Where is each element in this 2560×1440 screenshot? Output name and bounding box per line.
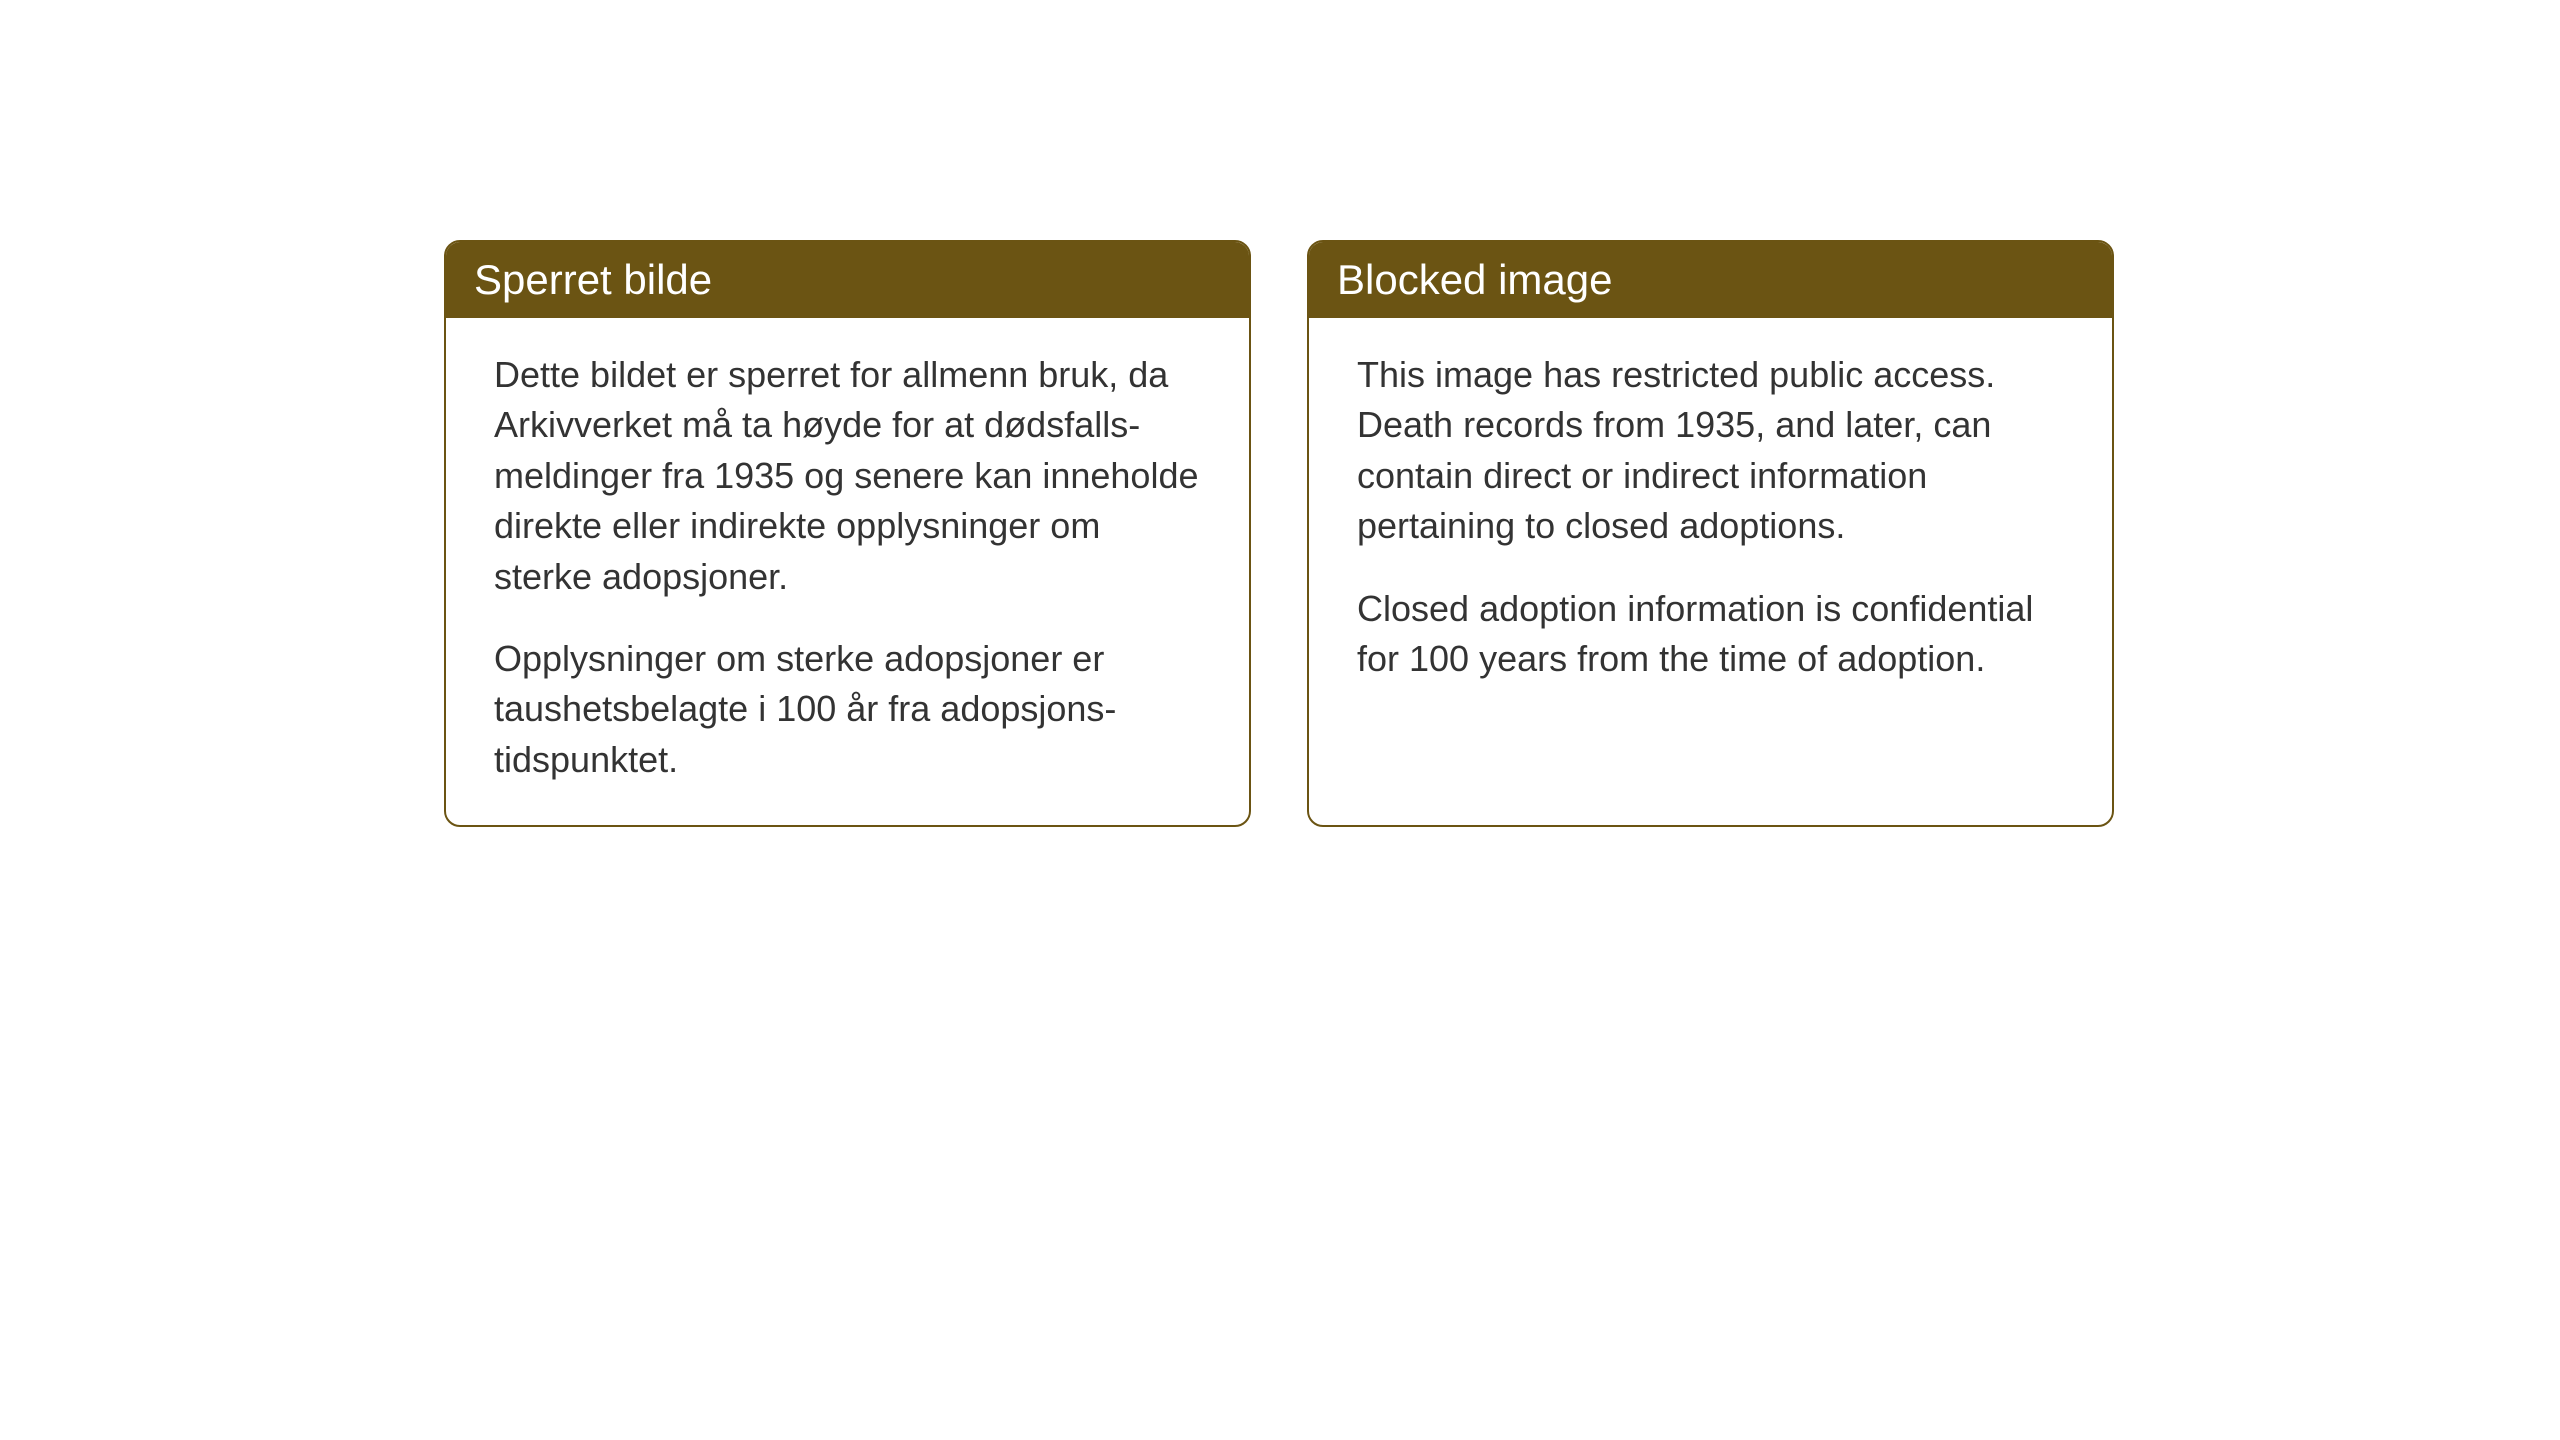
notice-container: Sperret bilde Dette bildet er sperret fo… — [444, 240, 2114, 827]
norwegian-paragraph-1: Dette bildet er sperret for allmenn bruk… — [494, 350, 1201, 602]
norwegian-notice-card: Sperret bilde Dette bildet er sperret fo… — [444, 240, 1251, 827]
english-paragraph-1: This image has restricted public access.… — [1357, 350, 2064, 552]
english-card-body: This image has restricted public access.… — [1309, 318, 2112, 724]
english-paragraph-2: Closed adoption information is confident… — [1357, 584, 2064, 685]
norwegian-card-title: Sperret bilde — [446, 242, 1249, 318]
english-notice-card: Blocked image This image has restricted … — [1307, 240, 2114, 827]
english-card-title: Blocked image — [1309, 242, 2112, 318]
norwegian-card-body: Dette bildet er sperret for allmenn bruk… — [446, 318, 1249, 825]
norwegian-paragraph-2: Opplysninger om sterke adopsjoner er tau… — [494, 634, 1201, 785]
